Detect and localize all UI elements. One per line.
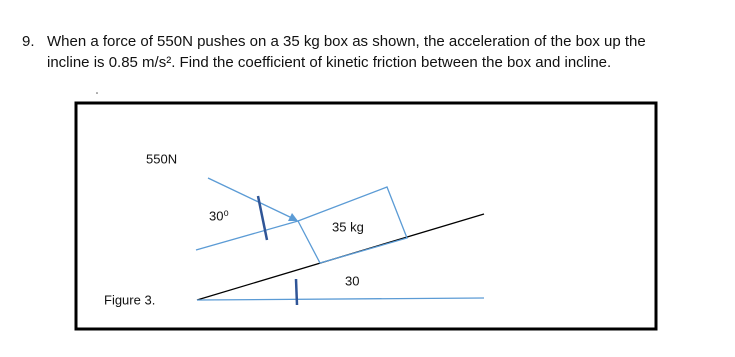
question-line: When a force of 550N pushes on a 35 kg b… — [47, 33, 646, 50]
angle-mark — [294, 278, 299, 306]
incline-label: 30 — [345, 273, 359, 288]
figure-frame — [74, 101, 658, 331]
ground — [196, 297, 485, 301]
mass-label: 35 kg — [332, 219, 364, 234]
arrow-head — [288, 213, 298, 221]
force-label: 550N — [146, 151, 177, 166]
dot — [96, 92, 98, 94]
angle-label: 30⁰ — [209, 208, 229, 223]
question-line: incline is 0.85 m/s². Find the coefficie… — [47, 54, 612, 71]
figure-caption: Figure 3. — [104, 292, 155, 307]
reference-line — [195, 220, 299, 251]
angle-mark — [256, 195, 269, 241]
box — [297, 186, 408, 264]
question-number: 9. — [22, 33, 35, 50]
force-arrow — [207, 177, 293, 219]
